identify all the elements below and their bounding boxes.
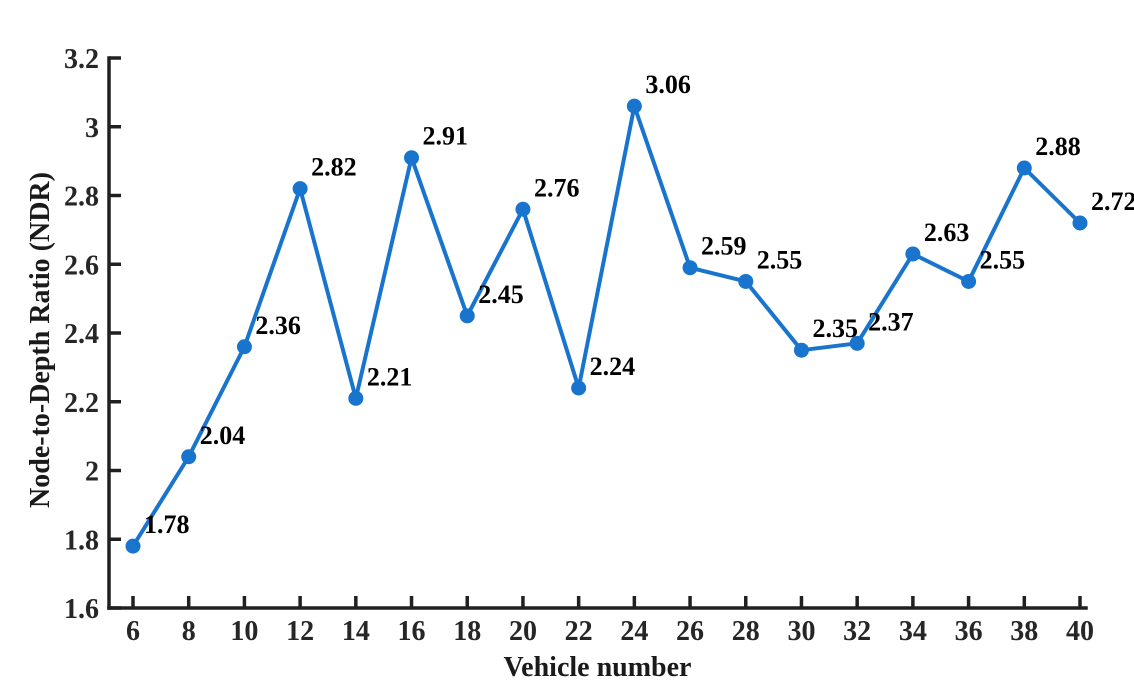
data-point-label: 2.72 <box>1091 187 1134 216</box>
x-tick-label: 6 <box>126 616 140 647</box>
data-point-marker <box>682 260 698 276</box>
x-tick-label: 12 <box>286 616 314 647</box>
x-tick-label: 32 <box>843 616 871 647</box>
x-tick-label: 14 <box>342 616 370 647</box>
data-point-label: 2.45 <box>478 280 524 309</box>
data-point-marker <box>236 339 252 355</box>
data-point-marker <box>292 181 308 197</box>
data-point-marker <box>459 308 475 324</box>
data-point-label: 3.06 <box>645 70 691 99</box>
data-point-marker <box>849 335 865 351</box>
data-line <box>131 104 1082 549</box>
data-point-label: 2.88 <box>1035 132 1081 161</box>
data-point-marker <box>125 538 141 554</box>
x-tick-label: 20 <box>509 616 537 647</box>
y-tick-label: 3.2 <box>64 44 99 75</box>
y-tick-label: 2.2 <box>64 388 99 419</box>
data-point-label: 2.55 <box>980 245 1026 274</box>
x-tick-label: 40 <box>1066 616 1094 647</box>
data-point-label: 2.91 <box>423 122 469 151</box>
x-tick-label: 8 <box>182 616 196 647</box>
x-tick-label: 10 <box>230 616 258 647</box>
data-point-marker <box>348 390 364 406</box>
data-point-marker <box>404 150 420 166</box>
data-point-label: 1.78 <box>144 510 190 539</box>
data-point-label: 2.82 <box>311 153 357 182</box>
y-tick-label: 3 <box>85 113 99 144</box>
data-point-marker <box>961 273 977 289</box>
data-point-marker <box>626 98 642 114</box>
data-point-label: 2.63 <box>924 218 970 247</box>
data-point-label: 2.36 <box>255 311 300 340</box>
data-point-label: 2.35 <box>812 314 858 343</box>
data-point-label: 2.55 <box>757 245 803 274</box>
x-tick-label: 24 <box>620 616 648 647</box>
data-point-marker <box>1072 215 1088 231</box>
data-point-label: 2.21 <box>367 362 413 391</box>
data-point-marker <box>181 449 197 465</box>
y-tick-label: 2.8 <box>64 182 99 213</box>
x-tick-label: 30 <box>787 616 815 647</box>
x-tick-label: 36 <box>955 616 983 647</box>
x-tick-label: 28 <box>732 616 760 647</box>
x-tick-label: 16 <box>398 616 426 647</box>
data-point-marker <box>905 246 921 262</box>
data-point-marker <box>515 201 531 217</box>
y-tick-label: 2.6 <box>64 250 99 281</box>
x-tick-label: 18 <box>453 616 481 647</box>
y-tick-label: 1.6 <box>64 594 99 625</box>
data-point-label: 2.37 <box>868 307 914 336</box>
data-point-marker <box>571 380 587 396</box>
y-tick-label: 2.4 <box>64 319 99 350</box>
x-tick-label: 26 <box>676 616 704 647</box>
data-point-marker <box>1016 160 1032 176</box>
x-tick-label: 34 <box>899 616 927 647</box>
data-point-label: 2.04 <box>200 421 246 450</box>
data-point-label: 2.76 <box>534 173 580 202</box>
data-point-marker <box>738 273 754 289</box>
y-axis-title: Node-to-Depth Ratio (NDR) <box>25 172 56 508</box>
x-axis-title: Vehicle number <box>503 652 692 683</box>
y-tick-label: 2 <box>85 457 99 488</box>
data-point-label: 2.24 <box>590 352 636 381</box>
data-point-label: 2.59 <box>701 232 747 261</box>
y-tick-label: 1.8 <box>64 525 99 556</box>
x-tick-label: 38 <box>1010 616 1038 647</box>
data-point-marker <box>793 342 809 358</box>
x-tick-label: 22 <box>565 616 593 647</box>
